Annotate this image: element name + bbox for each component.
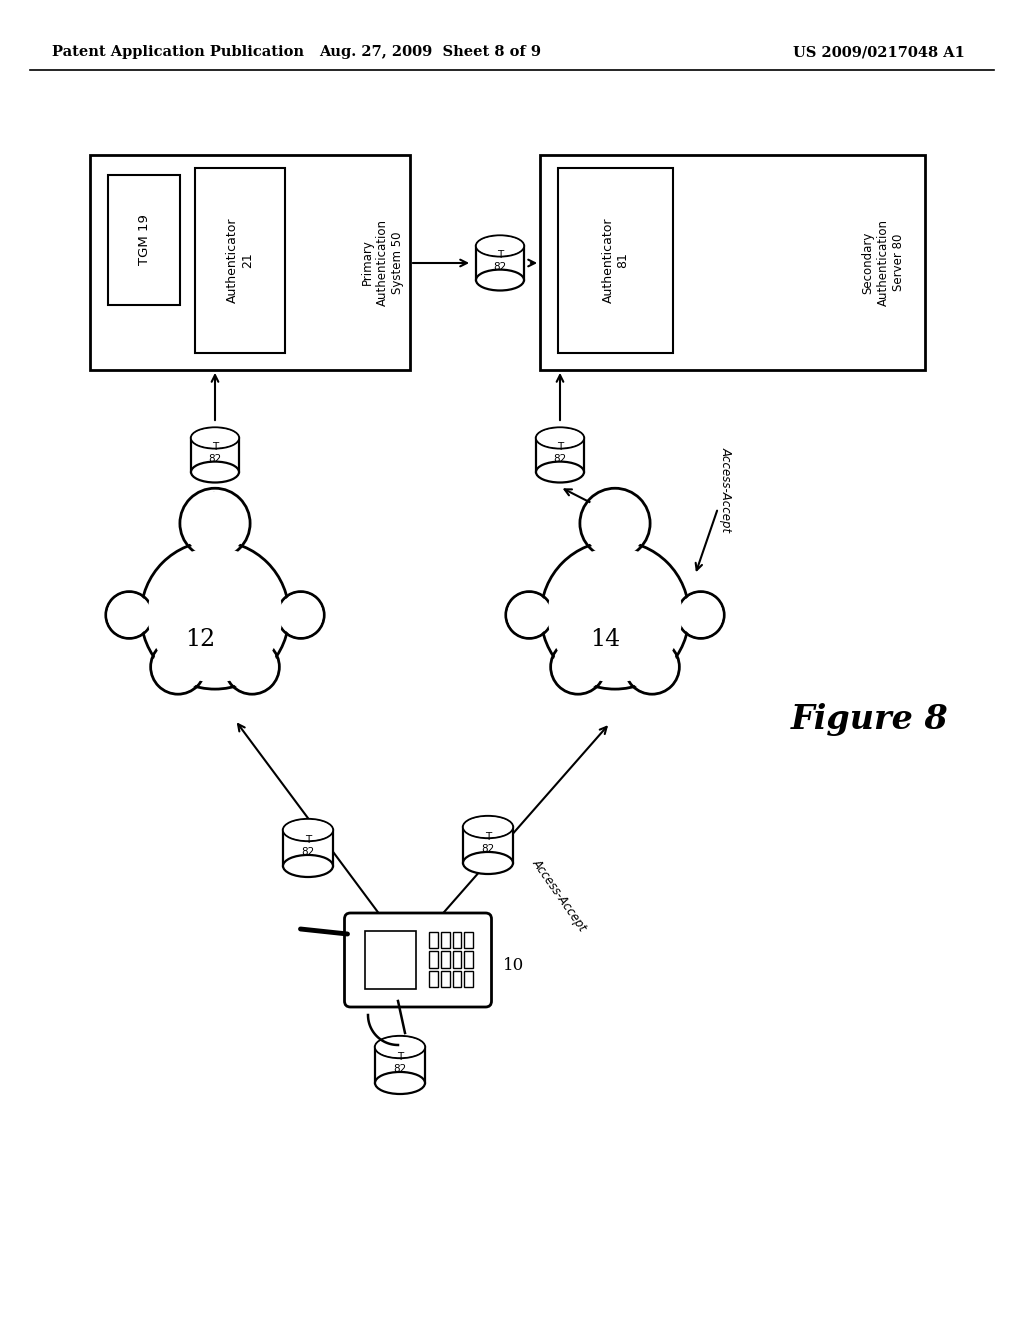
FancyBboxPatch shape <box>344 913 492 1007</box>
Circle shape <box>541 541 689 689</box>
Ellipse shape <box>476 269 524 290</box>
Polygon shape <box>628 643 677 692</box>
Ellipse shape <box>191 462 239 483</box>
Circle shape <box>580 488 650 558</box>
FancyBboxPatch shape <box>558 168 673 352</box>
Text: US 2009/0217048 A1: US 2009/0217048 A1 <box>794 45 965 59</box>
Ellipse shape <box>283 855 333 876</box>
Text: Aug. 27, 2009  Sheet 8 of 9: Aug. 27, 2009 Sheet 8 of 9 <box>319 45 541 59</box>
Polygon shape <box>584 492 646 554</box>
Text: T
82: T 82 <box>393 1052 407 1073</box>
Ellipse shape <box>463 816 513 838</box>
Circle shape <box>141 541 289 689</box>
Ellipse shape <box>191 428 239 447</box>
Circle shape <box>151 640 205 694</box>
Ellipse shape <box>477 236 523 256</box>
FancyBboxPatch shape <box>195 168 285 352</box>
Circle shape <box>105 591 153 639</box>
Bar <box>453 970 462 987</box>
Ellipse shape <box>464 817 512 837</box>
Circle shape <box>278 591 325 639</box>
Polygon shape <box>548 548 682 681</box>
Bar <box>465 952 473 968</box>
Ellipse shape <box>284 820 332 841</box>
Text: Access-Accept: Access-Accept <box>530 857 590 933</box>
Text: T
82: T 82 <box>494 251 507 272</box>
Ellipse shape <box>283 818 333 841</box>
Bar <box>453 932 462 948</box>
Polygon shape <box>680 594 722 636</box>
Circle shape <box>224 640 280 694</box>
FancyBboxPatch shape <box>90 154 410 370</box>
Circle shape <box>551 640 605 694</box>
Circle shape <box>180 488 250 558</box>
Text: T
82: T 82 <box>301 836 314 857</box>
Ellipse shape <box>376 1036 424 1057</box>
Ellipse shape <box>537 428 584 447</box>
Bar <box>375 1047 425 1082</box>
Text: Access-Accept: Access-Accept <box>720 447 733 532</box>
Bar <box>191 438 239 473</box>
Bar <box>536 438 584 473</box>
Ellipse shape <box>375 1072 425 1094</box>
Text: Secondary
Authentication
Server 80: Secondary Authentication Server 80 <box>861 219 904 306</box>
Bar <box>476 246 524 280</box>
Text: T
82: T 82 <box>208 442 221 463</box>
Bar <box>429 932 437 948</box>
Ellipse shape <box>536 462 584 483</box>
Polygon shape <box>280 594 322 636</box>
Circle shape <box>625 640 679 694</box>
Bar <box>440 932 450 948</box>
Bar <box>465 932 473 948</box>
FancyBboxPatch shape <box>540 154 925 370</box>
Circle shape <box>506 591 553 639</box>
Bar <box>440 970 450 987</box>
FancyBboxPatch shape <box>108 176 180 305</box>
Text: TGM 19: TGM 19 <box>137 215 151 265</box>
Circle shape <box>678 591 724 639</box>
Polygon shape <box>154 643 203 692</box>
Polygon shape <box>183 492 247 554</box>
Polygon shape <box>109 594 151 636</box>
Ellipse shape <box>191 428 239 449</box>
Bar <box>453 952 462 968</box>
Ellipse shape <box>375 1036 425 1059</box>
Text: T
82: T 82 <box>481 832 495 854</box>
Text: 14: 14 <box>590 628 621 652</box>
Text: Figure 8: Figure 8 <box>792 704 949 737</box>
Ellipse shape <box>463 851 513 874</box>
Text: 12: 12 <box>185 628 215 652</box>
Bar <box>365 932 416 989</box>
Bar <box>429 970 437 987</box>
Text: Authenticator
81: Authenticator 81 <box>601 218 630 304</box>
Polygon shape <box>148 548 282 681</box>
Ellipse shape <box>536 428 584 449</box>
Bar <box>465 970 473 987</box>
Bar <box>429 952 437 968</box>
Bar <box>440 952 450 968</box>
Text: 10: 10 <box>503 957 524 974</box>
Polygon shape <box>508 594 550 636</box>
Text: Patent Application Publication: Patent Application Publication <box>52 45 304 59</box>
Text: Primary
Authentication
System 50: Primary Authentication System 50 <box>360 219 403 306</box>
Text: Authenticator
21: Authenticator 21 <box>226 218 254 304</box>
Ellipse shape <box>476 235 524 256</box>
Polygon shape <box>553 643 602 692</box>
Text: T
82: T 82 <box>553 442 566 463</box>
Bar <box>463 828 513 863</box>
Bar <box>283 830 333 866</box>
Polygon shape <box>227 643 276 692</box>
